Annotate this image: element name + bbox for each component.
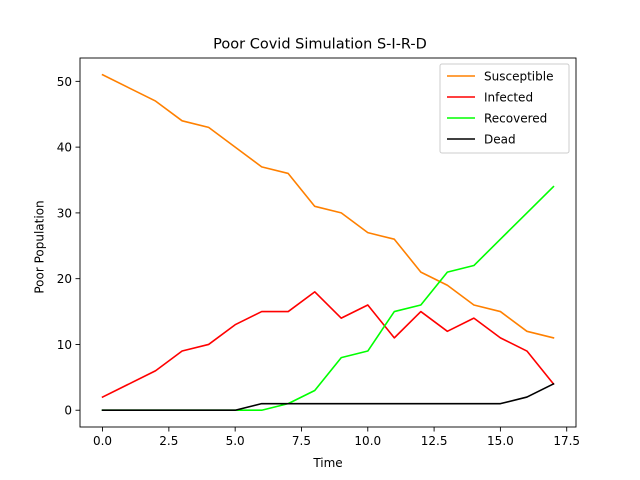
y-axis-title: Poor Population bbox=[33, 200, 47, 293]
series-line-susceptible bbox=[101, 73, 555, 339]
legend-label-susceptible: Susceptible bbox=[484, 70, 553, 84]
x-tick-label: 12.5 bbox=[421, 434, 448, 448]
series-line-infected bbox=[101, 291, 555, 399]
series-line-dead bbox=[101, 382, 555, 412]
x-tick-label: 15.0 bbox=[487, 434, 514, 448]
legend-label-recovered: Recovered bbox=[484, 112, 547, 126]
legend-label-infected: Infected bbox=[484, 91, 533, 105]
x-tick-label: 17.5 bbox=[553, 434, 580, 448]
x-tick-label: 10.0 bbox=[354, 434, 381, 448]
y-tick-label: 30 bbox=[57, 206, 72, 220]
legend: Susceptible Infected Recovered Dead bbox=[439, 63, 570, 154]
x-tick-label: 0.0 bbox=[93, 434, 112, 448]
plot-frame bbox=[79, 57, 577, 428]
y-tick-label: 40 bbox=[57, 141, 72, 155]
x-tick-label: 2.5 bbox=[159, 434, 178, 448]
x-tick-label: 7.5 bbox=[292, 434, 311, 448]
legend-label-dead: Dead bbox=[484, 133, 516, 147]
y-tick-label: 10 bbox=[57, 338, 72, 352]
y-tick-label: 20 bbox=[57, 272, 72, 286]
legend-box bbox=[439, 63, 570, 154]
chart-title: Poor Covid Simulation S-I-R-D bbox=[213, 37, 427, 53]
y-tick-label: 50 bbox=[57, 75, 72, 89]
x-tick-label: 5.0 bbox=[226, 434, 245, 448]
plot-area: 0.0 2.5 5.0 7.5 10.0 12.5 15.0 17.5 0 10 20 30 40 50 bbox=[57, 57, 580, 448]
x-axis-title: Time bbox=[312, 456, 342, 470]
y-tick-label: 0 bbox=[64, 404, 72, 418]
